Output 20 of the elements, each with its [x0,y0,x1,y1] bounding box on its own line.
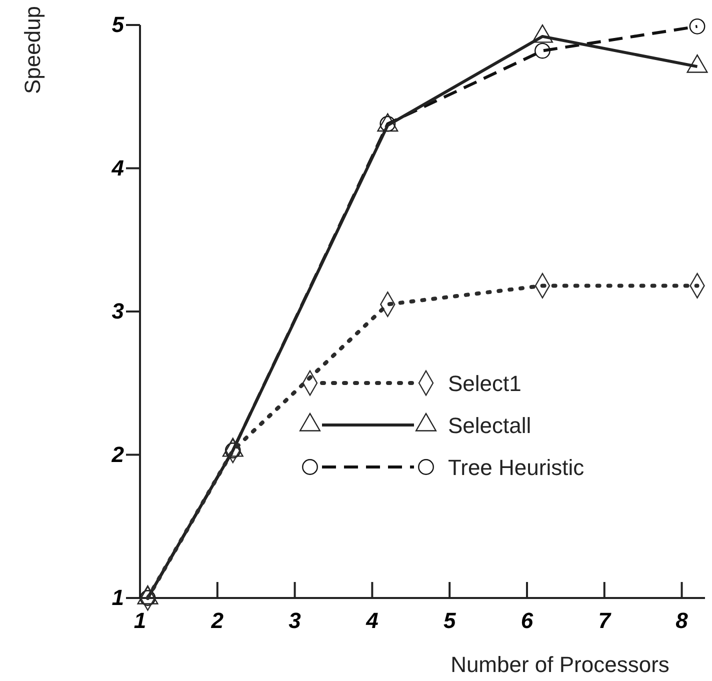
y-tick-label: 3 [112,298,124,324]
x-tick-label: 1 [134,608,146,633]
x-tick-label: 5 [443,608,456,633]
point [534,42,550,59]
x-tick-label: 3 [288,608,301,633]
x-tick-label: 4 [365,608,378,633]
legend-label: Select1 [448,371,522,396]
x-tick-label: 2 [210,608,224,633]
legend-label: Selectall [448,413,532,438]
y-tick-label: 5 [112,12,125,38]
x-tick-label: 6 [520,608,534,633]
legend-label: Tree Heuristic [448,455,584,480]
x-tick-label: 7 [598,608,612,633]
y-axis-title: Speedup [20,6,45,94]
y-tick-label: 4 [110,155,124,180]
x-tick-label: 8 [676,608,689,633]
x-axis-title: Number of Processors [450,652,670,677]
point [689,18,706,34]
y-tick-label: 2 [110,442,125,467]
y-tick-label: 1 [112,585,124,610]
